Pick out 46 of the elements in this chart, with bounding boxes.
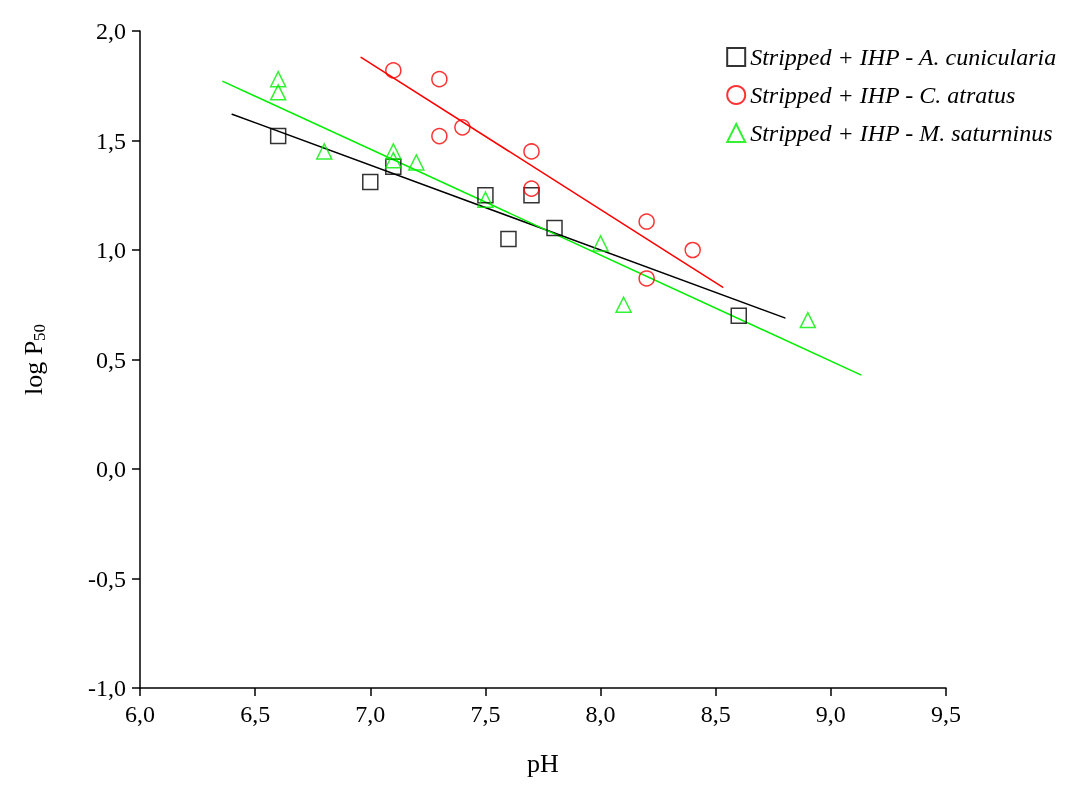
legend-label: Stripped + IHP - A. cunicularia: [750, 44, 1057, 70]
x-tick-label: 6,0: [125, 701, 155, 727]
point: [477, 191, 494, 208]
x-tick-label: 9,0: [815, 701, 846, 727]
point: [477, 187, 494, 204]
point: [684, 241, 701, 259]
point: [315, 143, 333, 160]
point: [385, 62, 402, 79]
point: [269, 127, 287, 145]
legend-label: Stripped + IHP - C. atratus: [750, 82, 1016, 108]
point: [523, 143, 540, 160]
point: [638, 270, 655, 287]
point: [523, 180, 540, 197]
y-axis-title: log P50: [19, 323, 49, 396]
point: [799, 311, 817, 329]
x-tick-label: 9,5: [931, 701, 961, 727]
point: [385, 151, 402, 169]
x-tick-label: 7,0: [355, 701, 386, 727]
y-tick-label: 0,5: [96, 346, 126, 373]
x-tick-label: 8,0: [585, 701, 616, 727]
point: [523, 187, 540, 204]
point: [592, 235, 609, 252]
y-tick-label: 1,5: [96, 127, 126, 154]
point: [615, 296, 632, 313]
y-tick-label: -1,0: [88, 675, 126, 701]
x-tick-label: 6,5: [240, 701, 271, 727]
y-tick-label: 2,0: [96, 18, 126, 44]
point: [431, 127, 448, 145]
point: [638, 213, 655, 230]
point: [269, 84, 287, 101]
point: [385, 143, 402, 160]
point: [269, 70, 287, 88]
point: [454, 119, 471, 136]
point: [362, 173, 379, 191]
x-tick-label: 7,5: [470, 701, 501, 727]
x-axis-title: pH: [527, 748, 560, 778]
y-tick-label: 0,0: [96, 456, 126, 482]
point: [500, 230, 517, 248]
point: [546, 219, 563, 237]
y-tick-label: 1,0: [96, 237, 126, 263]
y-tick-label: -0,5: [88, 565, 126, 592]
point: [408, 154, 425, 171]
point: [730, 307, 747, 324]
x-tick-label: 8,5: [700, 701, 731, 727]
point: [431, 70, 448, 88]
legend-label: Stripped + IHP - M. saturninus: [750, 120, 1053, 146]
